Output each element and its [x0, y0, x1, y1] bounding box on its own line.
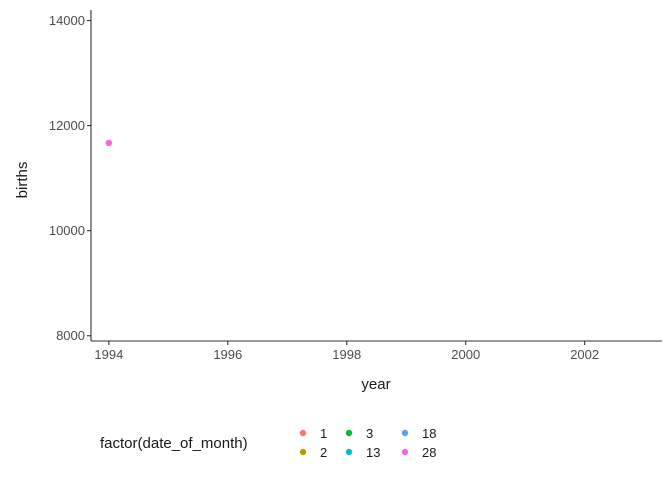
y-axis-ticks: 8000 10000 12000 14000	[49, 13, 91, 343]
y-tick-label: 8000	[56, 328, 85, 343]
legend-label: 1	[320, 426, 327, 441]
y-tick-label: 10000	[49, 223, 85, 238]
legend-key	[299, 448, 307, 456]
legend-title: factor(date_of_month)	[100, 435, 248, 452]
legend-key	[401, 429, 409, 437]
legend: factor(date_of_month) 1 2 3 13 18 28	[100, 426, 436, 460]
x-tick-label: 2002	[570, 347, 599, 362]
legend-key	[345, 448, 353, 456]
y-axis-title: births	[14, 162, 31, 199]
legend-key	[299, 429, 307, 437]
x-axis-ticks: 1994 1996 1998 2000 2002	[94, 341, 599, 362]
legend-label: 28	[422, 445, 436, 460]
legend-label: 3	[366, 426, 373, 441]
data-point	[105, 139, 113, 147]
y-tick-label: 12000	[49, 118, 85, 133]
legend-items: 1 2 3 13 18 28	[299, 426, 436, 460]
legend-key	[345, 429, 353, 437]
x-axis-title: year	[361, 376, 390, 393]
x-tick-label: 2000	[451, 347, 480, 362]
legend-label: 18	[422, 426, 436, 441]
x-tick-label: 1998	[332, 347, 361, 362]
legend-label: 2	[320, 445, 327, 460]
y-tick-label: 14000	[49, 13, 85, 28]
legend-key	[401, 448, 409, 456]
data-points	[105, 139, 113, 147]
legend-label: 13	[366, 445, 380, 460]
x-tick-label: 1994	[94, 347, 123, 362]
x-tick-label: 1996	[213, 347, 242, 362]
